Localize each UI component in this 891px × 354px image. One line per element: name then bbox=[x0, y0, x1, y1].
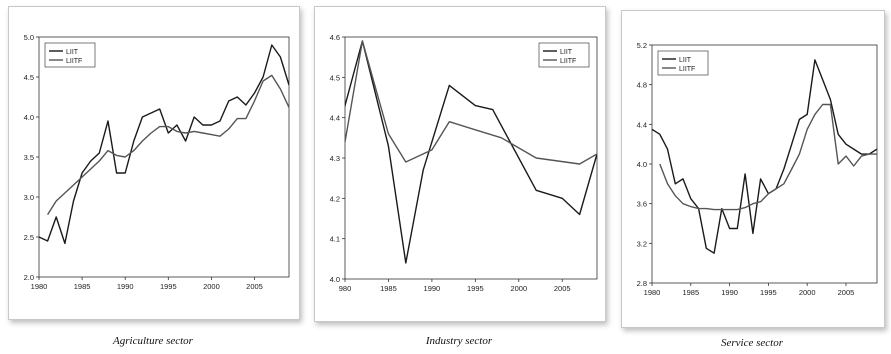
y-tick-label: 3.5 bbox=[24, 153, 34, 162]
plot-area-frame bbox=[651, 44, 878, 284]
series-line-liit bbox=[39, 44, 289, 245]
x-tick-label: 1995 bbox=[760, 288, 777, 297]
y-tick-label: 3.2 bbox=[637, 239, 647, 248]
x-tick-label: 1985 bbox=[74, 282, 91, 291]
y-tick-label: 4.8 bbox=[637, 81, 647, 90]
service-caption: Service sector bbox=[721, 337, 783, 349]
y-tick-label: 4.6 bbox=[330, 33, 340, 42]
legend-box bbox=[538, 42, 590, 68]
x-tick-label: 1985 bbox=[380, 284, 397, 293]
series-line-liit bbox=[652, 59, 877, 254]
plot-area-frame bbox=[344, 36, 598, 280]
x-tick-label: 2000 bbox=[799, 288, 816, 297]
y-tick-label: 4.5 bbox=[330, 73, 340, 82]
legend: LIIT LIITF bbox=[538, 42, 590, 68]
industry-caption: Industry sector bbox=[425, 335, 493, 347]
y-tick-label: 4.3 bbox=[330, 154, 340, 163]
legend-box bbox=[657, 50, 709, 76]
industry-chart-panel: 4.0 4.1 4.2 4.3 4.4 4.5 4.6 980 1985 1990 1995 2000… bbox=[314, 6, 606, 322]
y-tick-label: 4.0 bbox=[24, 113, 34, 122]
legend-label-liit: LIIT bbox=[66, 49, 79, 56]
x-tick-label: 1980 bbox=[31, 282, 48, 291]
series-line-liitf bbox=[47, 74, 289, 215]
agriculture-caption: Agriculture sector bbox=[113, 335, 193, 347]
y-tick-label: 3.0 bbox=[24, 193, 34, 202]
industry-chart: 4.0 4.1 4.2 4.3 4.4 4.5 4.6 980 1985 1990 1995 2000… bbox=[330, 33, 598, 293]
x-tick-label: 2005 bbox=[838, 288, 855, 297]
x-tick-label: 1990 bbox=[117, 282, 134, 291]
agriculture-chart: 2.0 2.5 3.0 3.5 4.0 4.5 5.0 1980 1985 1990 1995 200… bbox=[24, 33, 290, 291]
y-tick-label: 3.6 bbox=[637, 200, 647, 209]
series-line-liitf bbox=[659, 103, 877, 211]
y-tick-label: 4.4 bbox=[330, 114, 340, 123]
series-line-liitf bbox=[345, 40, 597, 165]
legend-label-liit: LIIT bbox=[679, 57, 692, 64]
service-chart-panel: 2.8 3.2 3.6 4.0 4.4 4.8 5.2 1980 1985 1990 1995 200… bbox=[621, 10, 885, 328]
series-line-liit bbox=[345, 40, 597, 264]
x-tick-label: 2005 bbox=[554, 284, 571, 293]
legend-label-liitf: LIITF bbox=[560, 58, 576, 65]
y-tick-label: 5.2 bbox=[637, 41, 647, 50]
y-tick-label: 4.2 bbox=[330, 194, 340, 203]
x-tick-label: 2005 bbox=[246, 282, 263, 291]
y-tick-label: 4.0 bbox=[637, 160, 647, 169]
x-tick-label: 1985 bbox=[682, 288, 699, 297]
y-tick-label: 2.5 bbox=[24, 233, 34, 242]
service-chart: 2.8 3.2 3.6 4.0 4.4 4.8 5.2 1980 1985 1990 1995 200… bbox=[637, 41, 878, 297]
legend: LIIT LIITF bbox=[44, 42, 96, 68]
x-tick-label: 1990 bbox=[721, 288, 738, 297]
legend-label-liitf: LIITF bbox=[679, 66, 695, 73]
x-tick-label: 1990 bbox=[424, 284, 441, 293]
y-tick-label: 2.0 bbox=[24, 273, 34, 282]
legend-label-liitf: LIITF bbox=[66, 58, 82, 65]
legend-label-liit: LIIT bbox=[560, 49, 573, 56]
y-tick-label: 4.0 bbox=[330, 275, 340, 284]
x-tick-label: 2000 bbox=[203, 282, 220, 291]
y-tick-label: 2.8 bbox=[637, 279, 647, 288]
x-tick-label: 1980 bbox=[644, 288, 661, 297]
legend: LIIT LIITF bbox=[657, 50, 709, 76]
plot-area-frame bbox=[38, 36, 290, 278]
x-tick-label: 2000 bbox=[510, 284, 527, 293]
y-tick-label: 4.1 bbox=[330, 235, 340, 244]
y-tick-label: 4.4 bbox=[637, 120, 647, 129]
y-tick-label: 5.0 bbox=[24, 33, 34, 42]
agriculture-chart-panel: 2.0 2.5 3.0 3.5 4.0 4.5 5.0 1980 1985 1990 1995 200… bbox=[8, 6, 300, 320]
x-tick-label: 1995 bbox=[467, 284, 484, 293]
x-tick-label: 980 bbox=[339, 284, 352, 293]
legend-box bbox=[44, 42, 96, 68]
x-tick-label: 1995 bbox=[160, 282, 177, 291]
y-tick-label: 4.5 bbox=[24, 73, 34, 82]
